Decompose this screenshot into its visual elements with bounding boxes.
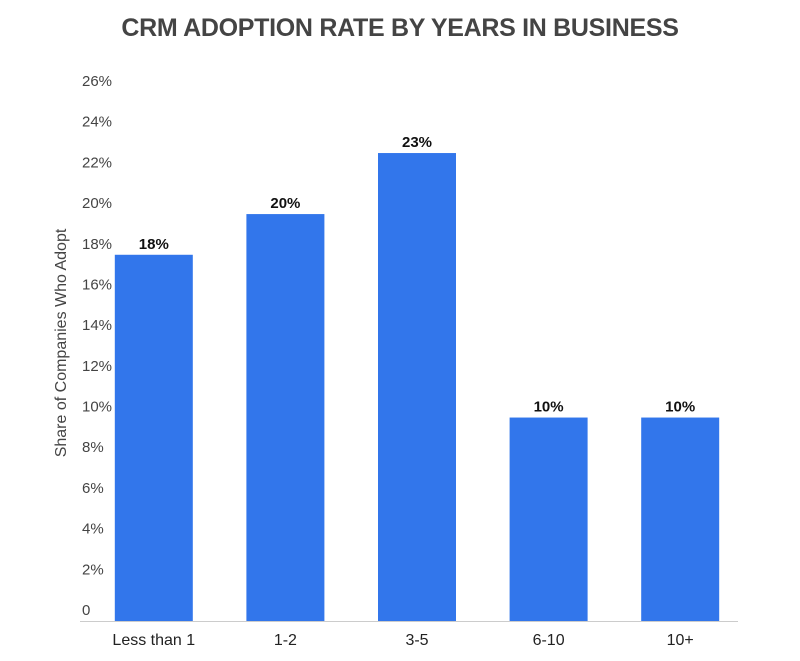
x-axis-labels: Less than 1 1-2 3-5 6-10 10+ (112, 632, 693, 649)
data-label: 20% (270, 195, 300, 212)
chart-title: CRM ADOPTION RATE BY YEARS IN BUSINESS (121, 14, 679, 42)
bar (246, 214, 325, 622)
y-axis-ticks: 0 2% 4% 6% 8% 10% 12% 14% 16% 18% 20% 22% 24% 26% (82, 73, 112, 619)
bar (378, 153, 456, 622)
data-label: 18% (139, 236, 169, 253)
y-tick-label: 10% (82, 399, 112, 416)
data-labels: 18% 20% 23% 10% 10% (139, 134, 695, 416)
x-tick-label: 1-2 (274, 632, 297, 649)
bar (114, 254, 193, 621)
data-label: 10% (534, 399, 564, 416)
y-tick-label: 22% (82, 154, 112, 171)
bars (114, 153, 720, 622)
y-tick-label: 20% (82, 195, 112, 212)
y-tick-label: 14% (82, 317, 112, 334)
y-tick-label: 0 (82, 602, 90, 619)
x-tick-label: 10+ (667, 632, 694, 649)
y-tick-label: 12% (82, 358, 112, 375)
y-axis-label: Share of Companies Who Adopt (53, 228, 70, 457)
data-label: 10% (665, 399, 695, 416)
y-tick-label: 4% (82, 521, 104, 538)
bar (509, 417, 588, 621)
x-tick-label: 3-5 (405, 632, 428, 649)
x-tick-label: 6-10 (533, 632, 565, 649)
data-label: 23% (402, 134, 432, 151)
y-tick-label: 18% (82, 236, 112, 253)
y-tick-label: 16% (82, 276, 112, 293)
y-tick-label: 26% (82, 73, 112, 90)
y-tick-label: 2% (82, 561, 104, 578)
y-tick-label: 24% (82, 114, 112, 131)
y-tick-label: 6% (82, 480, 104, 497)
x-tick-label: Less than 1 (112, 632, 195, 649)
y-tick-label: 8% (82, 439, 104, 456)
bar (641, 417, 720, 621)
